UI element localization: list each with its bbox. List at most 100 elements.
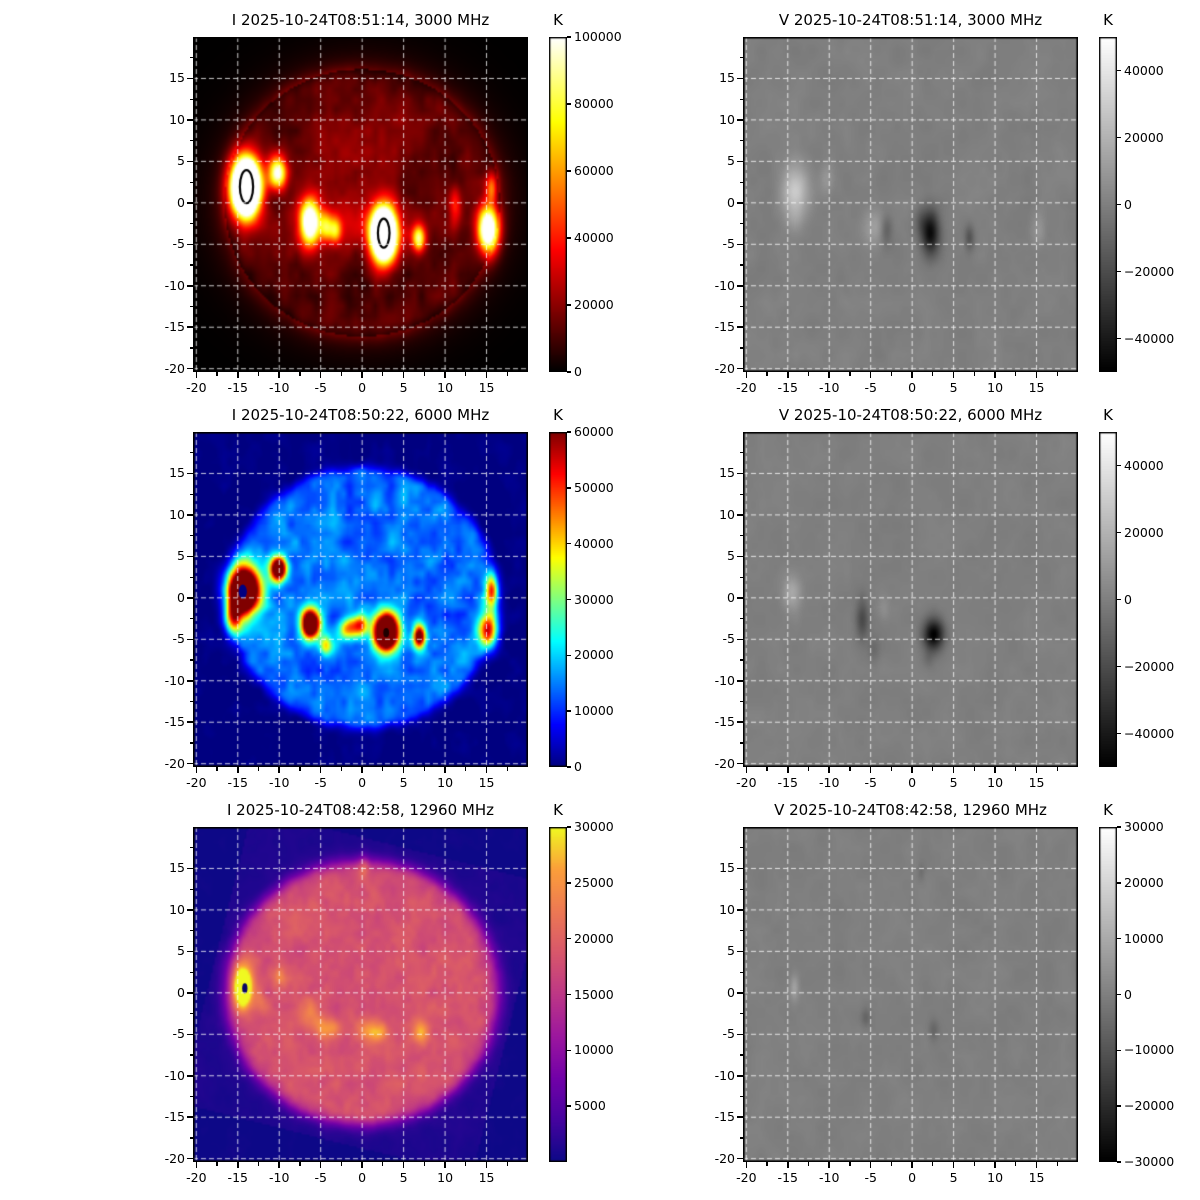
colorbar-tick-label: 40000: [574, 230, 614, 245]
y-minor-tick: [189, 305, 193, 308]
colorbar-tick-label: −20000: [1124, 658, 1175, 674]
colorbar-tick-label: 30000: [574, 591, 614, 607]
y-minor-tick: [739, 742, 743, 744]
x-minor-tick: [807, 372, 810, 376]
x-minor-tick: [299, 1162, 301, 1166]
colorbar-tick: [1117, 598, 1121, 601]
y-minor-tick: [189, 222, 193, 225]
x-tick: [402, 1162, 405, 1168]
colorbar-unit-label: K: [1103, 801, 1113, 819]
x-minor-tick: [465, 1162, 467, 1166]
y-minor-tick: [189, 1054, 193, 1056]
x-tick-label: 5: [399, 775, 408, 790]
x-tick: [952, 1162, 955, 1168]
x-tick-label: -15: [227, 1170, 248, 1185]
x-tick: [828, 767, 830, 773]
x-tick: [869, 767, 872, 773]
y-tick-label: 5: [177, 943, 185, 959]
y-tick: [737, 950, 743, 953]
x-tick: [444, 372, 446, 378]
x-minor-tick: [465, 372, 467, 376]
colorbar-tick: [1117, 1049, 1121, 1052]
colorbar-tick-label: 40000: [574, 535, 614, 551]
heatmap-i-12960mhz: [193, 827, 528, 1162]
y-minor-tick: [189, 98, 193, 100]
x-minor-tick: [807, 767, 810, 771]
x-minor-tick: [766, 767, 768, 771]
x-tick-label: 10: [987, 1170, 1004, 1185]
y-tick: [187, 909, 193, 911]
x-tick-label: 10: [437, 1170, 454, 1185]
y-tick-label: -20: [164, 755, 185, 771]
x-tick: [402, 767, 405, 773]
y-tick-label: 15: [719, 465, 735, 481]
x-tick: [319, 372, 322, 378]
x-minor-tick: [257, 372, 260, 376]
colorbar-unit-label: K: [1103, 406, 1113, 424]
y-minor-tick: [739, 847, 743, 849]
y-minor-tick: [189, 493, 193, 495]
x-tick-label: 15: [478, 1170, 495, 1185]
colorbar-tick-label: 20000: [1124, 874, 1164, 890]
colorbar-tick: [567, 826, 571, 828]
y-minor-tick: [189, 742, 193, 744]
x-tick-label: -20: [736, 775, 757, 790]
y-minor-tick: [189, 535, 193, 537]
x-tick-label: 5: [399, 380, 408, 395]
colorbar-tick-label: 80000: [574, 96, 614, 111]
x-minor-tick: [1015, 372, 1017, 376]
y-tick: [187, 243, 193, 246]
plot-title: I 2025-10-24T08:51:14, 3000 MHz: [231, 11, 490, 29]
x-tick: [787, 1162, 789, 1168]
x-tick: [787, 372, 789, 378]
x-minor-tick: [890, 767, 893, 771]
y-tick-label: -5: [172, 236, 185, 252]
colorbar-tick: [567, 882, 571, 884]
colorbar-tick: [1117, 136, 1121, 139]
y-tick: [737, 555, 743, 558]
x-tick-label: 10: [437, 380, 454, 395]
y-tick-label: -10: [164, 1067, 185, 1083]
panel-stokes-v-3000mhz: V 2025-10-24T08:51:14, 3000 MHz -20 -15 -10…: [683, 7, 1183, 407]
y-minor-tick: [189, 452, 193, 454]
x-minor-tick: [890, 372, 893, 376]
colorbar-tick: [567, 766, 571, 768]
x-tick-label: -5: [864, 1170, 877, 1185]
y-minor-tick: [739, 1012, 743, 1015]
x-tick-label: -15: [777, 775, 798, 790]
y-tick: [737, 762, 743, 765]
y-tick: [187, 950, 193, 953]
heatmap-v-3000mhz: [743, 37, 1078, 372]
y-tick: [737, 867, 743, 870]
y-tick-label: -15: [164, 1109, 185, 1125]
colorbar-tick-label: 40000: [1124, 457, 1164, 473]
colorbar-tick: [1117, 270, 1121, 273]
colorbar-tick-label: 15000: [574, 986, 614, 1002]
x-tick: [994, 372, 996, 378]
y-minor-tick: [739, 971, 743, 973]
x-minor-tick: [257, 1162, 260, 1166]
x-tick-label: 15: [1028, 380, 1045, 395]
x-tick-label: 5: [949, 380, 958, 395]
x-tick: [444, 1162, 446, 1168]
colorbar-tick: [1117, 732, 1121, 735]
colorbar-tick: [1117, 882, 1121, 884]
x-tick-label: -15: [777, 1170, 798, 1185]
colorbar-tick-label: 0: [1124, 196, 1132, 212]
x-minor-tick: [340, 372, 343, 376]
y-tick-label: 10: [719, 111, 735, 127]
y-tick: [737, 992, 743, 994]
panel-stokes-v-6000mhz: V 2025-10-24T08:50:22, 6000 MHz -20 -15 -10…: [683, 402, 1183, 802]
x-tick: [869, 372, 872, 378]
y-tick: [187, 555, 193, 558]
x-tick-label: -20: [186, 775, 207, 790]
panel-stokes-v-12960mhz: V 2025-10-24T08:42:58, 12960 MHz -20 -15 -1…: [683, 797, 1183, 1197]
x-minor-tick: [973, 767, 975, 771]
colorbar-tick: [1117, 826, 1121, 828]
x-tick: [278, 1162, 280, 1168]
colorbar-tick-label: 20000: [574, 930, 614, 946]
x-tick-label: -5: [314, 1170, 327, 1185]
x-minor-tick: [932, 767, 934, 771]
y-minor-tick: [189, 347, 193, 349]
x-minor-tick: [465, 767, 467, 771]
